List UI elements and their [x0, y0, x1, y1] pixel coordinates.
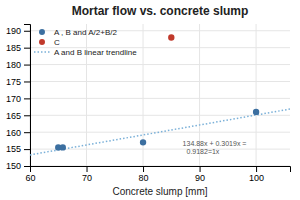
scatter-point — [168, 34, 174, 40]
y-tick: 175 — [6, 77, 30, 87]
legend-item: A and B linear trendline — [34, 48, 137, 57]
grid-line-y — [30, 64, 290, 65]
grid-line-y — [30, 98, 290, 99]
x-tick-mark — [200, 166, 201, 172]
legend-label: C — [54, 38, 60, 47]
y-tick-label: 150 — [6, 161, 21, 171]
grid — [30, 24, 290, 166]
y-tick: 160 — [6, 128, 30, 138]
x-tick-label: 80 — [139, 173, 149, 183]
x-axis-title: Concrete slump [mm] — [112, 186, 207, 197]
y-tick-label: 165 — [6, 111, 21, 121]
y-tick: 150 — [6, 161, 30, 171]
y-tick-label: 190 — [6, 26, 21, 36]
x-tick-mark — [143, 166, 144, 172]
scatter-point — [253, 109, 259, 115]
x-tick: 80 — [139, 166, 149, 183]
y-tick-label: 170 — [6, 94, 21, 104]
grid-line-y — [30, 132, 290, 133]
scatter-point — [60, 144, 66, 150]
annotation-line: 0.9182=1x — [183, 148, 220, 155]
y-tick-mark — [24, 65, 30, 66]
x-tick-label: 70 — [82, 173, 92, 183]
grid-line-y — [30, 81, 290, 82]
legend-label: A , B and A/2+B/2 — [54, 28, 117, 37]
annotation-line: 134.88x + 0.3019x = — [183, 140, 247, 147]
y-axis-line — [24, 25, 31, 167]
y-tick-label: 155 — [6, 144, 21, 154]
plot-marks — [30, 34, 290, 155]
y-tick-label: 160 — [6, 128, 21, 138]
y-tick: 170 — [6, 94, 30, 104]
x-tick: 60 — [25, 166, 35, 183]
y-tick: 190 — [6, 26, 30, 36]
x-tick-label: 100 — [249, 173, 264, 183]
chart-title: Mortar flow vs. concrete slump — [72, 4, 249, 18]
x-tick: 100 — [249, 166, 264, 183]
y-tick-mark — [24, 115, 30, 116]
grid-line-x — [256, 24, 257, 166]
x-tick-mark — [256, 166, 257, 172]
y-tick-label: 180 — [6, 60, 21, 70]
x-tick-label: 90 — [195, 173, 205, 183]
chart-svg: 60 70 80 90 100 150 155 160 165 170 175 180 185 190 13… — [0, 0, 300, 200]
x-axis-line — [31, 167, 291, 173]
x-tick: 90 — [195, 166, 205, 183]
y-tick-label: 175 — [6, 77, 21, 87]
y-tick-mark — [24, 31, 30, 32]
trend-line — [30, 109, 290, 155]
chart-container: 60 70 80 90 100 150 155 160 165 170 175 180 185 190 13… — [0, 0, 300, 200]
legend: A , B and A/2+B/2CA and B linear trendli… — [34, 28, 137, 57]
y-tick: 180 — [6, 60, 30, 70]
legend-swatch — [39, 29, 45, 35]
y-axis: 150 155 160 165 170 175 180 185 190 — [6, 25, 31, 172]
x-tick: 70 — [82, 166, 92, 183]
scatter-point — [140, 139, 146, 145]
y-tick-mark — [24, 132, 30, 133]
y-tick-mark — [24, 149, 30, 150]
legend-item: A , B and A/2+B/2 — [39, 28, 117, 37]
y-tick-mark — [24, 48, 30, 49]
y-tick-label: 185 — [6, 43, 21, 53]
y-tick: 155 — [6, 144, 30, 154]
y-tick-mark — [24, 81, 30, 82]
legend-swatch — [39, 39, 45, 45]
y-tick-mark — [24, 166, 30, 167]
y-tick: 185 — [6, 43, 30, 53]
x-axis: 60 70 80 90 100 — [25, 166, 290, 183]
y-tick-mark — [24, 98, 30, 99]
x-tick-label: 60 — [25, 173, 35, 183]
annotation: 134.88x + 0.3019x = 0.9182=1x — [183, 140, 247, 155]
y-tick: 165 — [6, 111, 30, 121]
legend-swatch — [34, 51, 50, 53]
x-tick-mark — [87, 166, 88, 172]
legend-item: C — [39, 38, 60, 47]
legend-label: A and B linear trendline — [54, 48, 137, 57]
